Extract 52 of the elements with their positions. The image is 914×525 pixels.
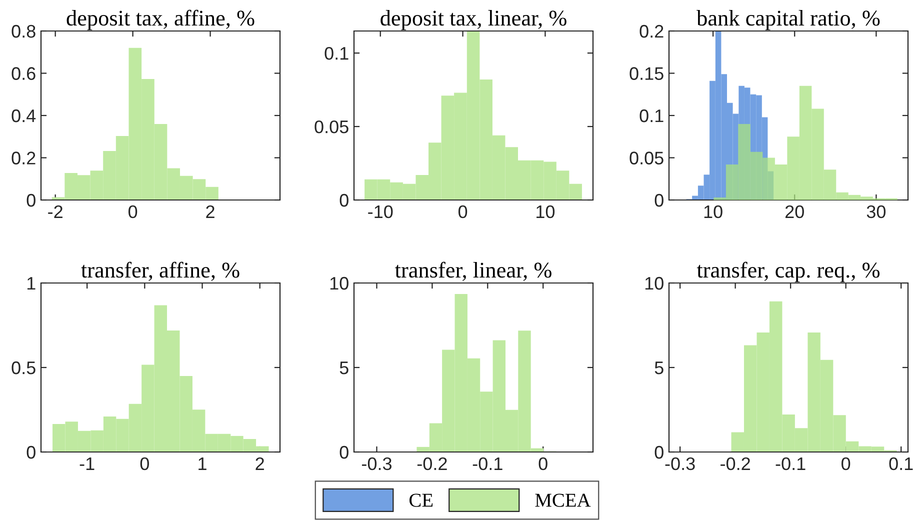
chart-title: transfer, cap. req., % xyxy=(696,262,880,282)
y-tick-label: 0.5 xyxy=(12,361,36,374)
y-tick-label: 0.8 xyxy=(12,24,36,38)
chart-title: transfer, affine, % xyxy=(81,262,240,281)
y-tick-label: 0.4 xyxy=(12,109,36,122)
legend-label: MCEA xyxy=(535,494,591,507)
x-tick-label: -0.2 xyxy=(720,457,750,470)
y-tick-label: 10 xyxy=(330,276,348,290)
x-tick-label: 1 xyxy=(198,458,206,470)
x-tick-label: 0 xyxy=(458,205,468,218)
x-tick-label: -0.2 xyxy=(417,457,447,470)
x-tick-label: -2 xyxy=(48,205,62,218)
x-tick-label: -0.1 xyxy=(472,457,502,470)
y-tick-label: 5 xyxy=(340,362,348,374)
x-tick-label: 10 xyxy=(704,205,722,218)
x-tick-label: 30 xyxy=(866,205,886,218)
y-tick-label: 0.6 xyxy=(12,67,36,80)
y-tick-label: 0.2 xyxy=(12,152,36,164)
x-tick-label: 2 xyxy=(256,457,264,470)
y-tick-label: 0.2 xyxy=(640,24,664,38)
chart-title: deposit tax, affine, % xyxy=(66,10,254,30)
x-tick-label: -10 xyxy=(368,205,393,218)
y-tick-label: 0 xyxy=(26,194,36,207)
chart-title: transfer, linear, % xyxy=(395,262,552,281)
y-tick-label: 0.05 xyxy=(314,120,348,134)
x-tick-label: -0.3 xyxy=(362,457,392,470)
x-tick-label: -0.1 xyxy=(776,457,806,470)
x-tick-label: 0 xyxy=(842,457,850,470)
y-tick-label: 0 xyxy=(26,446,36,459)
x-tick-label: 0.1 xyxy=(889,457,913,470)
x-tick-label: -1 xyxy=(80,458,94,470)
x-tick-label: 2 xyxy=(206,205,214,218)
chart-title: bank capital ratio, % xyxy=(696,10,880,30)
y-tick-label: 0 xyxy=(654,446,664,459)
y-tick-label: 0 xyxy=(340,446,348,459)
x-tick-label: 10 xyxy=(536,205,555,218)
x-tick-label: 0 xyxy=(140,457,149,470)
x-tick-label: 0 xyxy=(538,457,548,470)
y-tick-label: 5 xyxy=(654,362,664,374)
y-tick-label: 0 xyxy=(340,194,348,207)
y-tick-label: 0.1 xyxy=(324,46,348,60)
y-tick-label: 10 xyxy=(645,276,664,290)
y-tick-label: 1 xyxy=(27,277,36,290)
x-tick-label: -0.3 xyxy=(665,457,695,470)
y-tick-label: 0.05 xyxy=(630,152,664,164)
x-tick-label: 0 xyxy=(128,205,138,218)
y-tick-label: 0.1 xyxy=(640,109,664,122)
y-tick-label: 0 xyxy=(654,194,664,207)
x-tick-label: 20 xyxy=(785,205,804,218)
chart-title: deposit tax, linear, % xyxy=(380,10,566,30)
y-tick-label: 0.15 xyxy=(630,67,664,80)
legend-label: CE xyxy=(410,494,433,507)
